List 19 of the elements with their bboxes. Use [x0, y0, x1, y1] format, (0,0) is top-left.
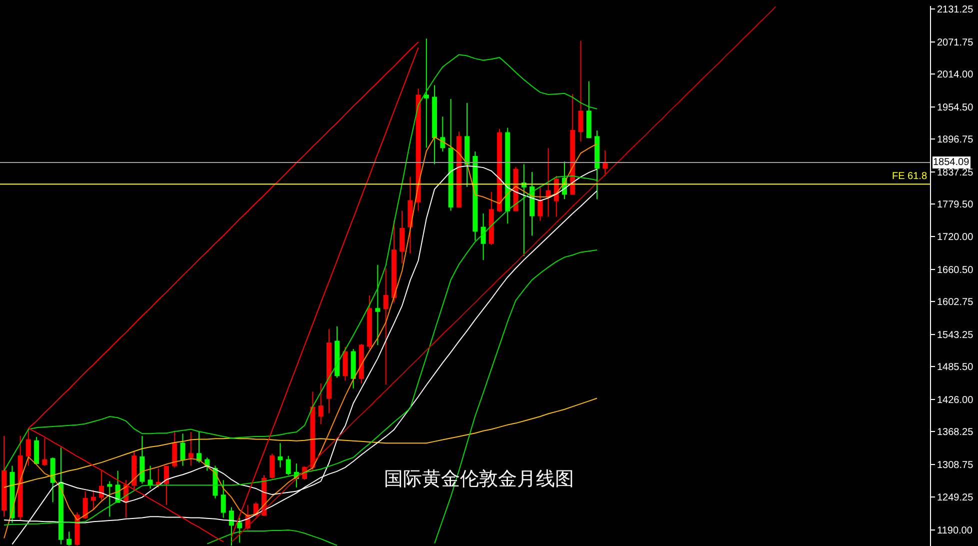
y-tick-label: 1779.50	[937, 199, 974, 210]
y-tick-label: 2131.25	[937, 4, 974, 16]
y-tick-label: 1190.00	[937, 525, 973, 536]
y-tick-label: 1720.00	[937, 232, 974, 244]
ref-line-label: 1854.09	[933, 157, 970, 168]
y-tick-label: 1837.25	[937, 167, 974, 178]
y-tick-label: 2014.00	[937, 70, 974, 81]
y-tick-label: 1249.25	[937, 492, 974, 504]
y-tick-label: 1543.25	[937, 330, 974, 342]
y-tick-label: 1954.50	[937, 102, 974, 114]
y-tick-label: 1368.25	[937, 426, 974, 438]
y-tick-label: 1308.75	[937, 460, 974, 471]
y-tick-label: 1660.50	[937, 265, 974, 276]
y-tick-label: 1485.50	[937, 362, 974, 373]
y-tick-label: 1896.75	[937, 134, 974, 146]
y-tick-label: 1426.00	[937, 394, 974, 406]
y-tick-label: 2071.75	[937, 38, 974, 49]
y-tick-label: 1602.75	[937, 297, 974, 308]
ref-line-label: FE 61.8	[892, 171, 928, 182]
